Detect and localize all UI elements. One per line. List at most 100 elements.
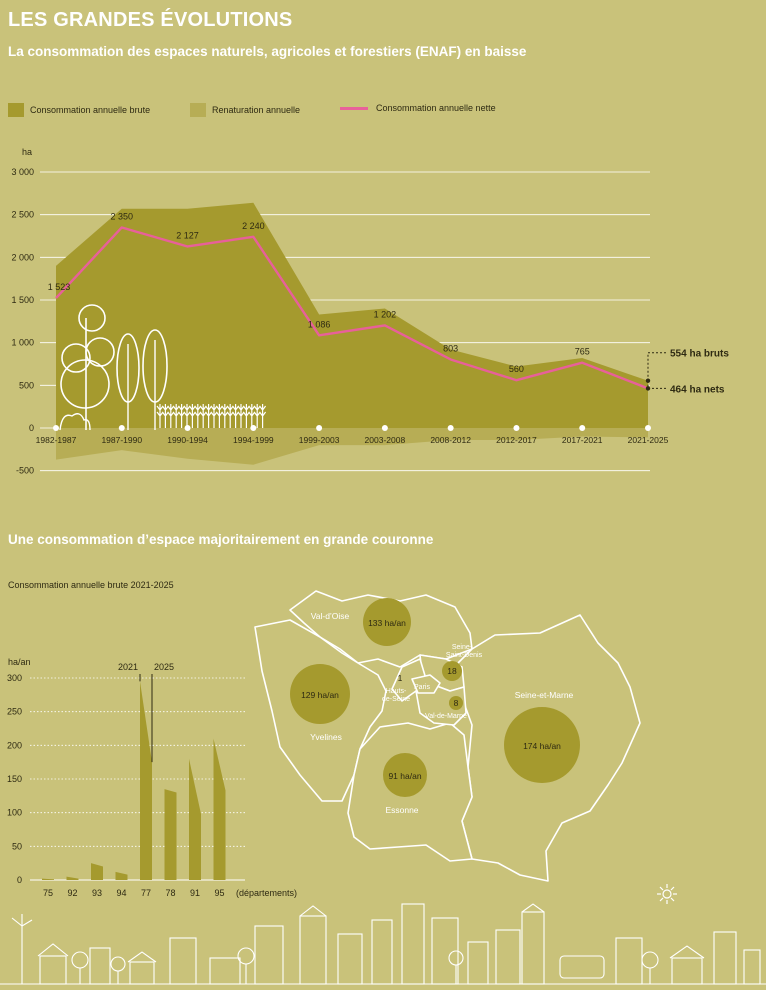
area-data-label: 560 (509, 364, 524, 374)
ile-de-france-map: Val-d’Oise 133 ha/an Seine- Saint-Denis … (254, 590, 641, 882)
area-y-tick-label: 3 000 (11, 167, 34, 177)
area-x-tick-label: 2012-2017 (496, 435, 537, 445)
bar-y-unit: ha/an (8, 657, 31, 667)
value-essonne: 91 ha/an (388, 771, 421, 781)
area-y-tick-label: 500 (19, 380, 34, 390)
area-data-label: 2 127 (176, 230, 199, 240)
legend-label-renat: Renaturation annuelle (212, 105, 301, 115)
area-x-tick-label: 2021-2025 (628, 435, 669, 445)
legend-item-renat: Renaturation annuelle (190, 103, 300, 117)
bar-dept-75 (42, 878, 54, 880)
x-axis-dot (579, 425, 586, 431)
legend-swatch-renat (190, 103, 206, 117)
bar-y-tick-label: 50 (12, 841, 22, 851)
area-y-tick-label: 2 000 (11, 252, 34, 262)
bubble-seine-et-marne (504, 707, 580, 783)
legend-item-nette: Consommation annuelle nette (340, 103, 496, 113)
area-y-tick-label: 1 000 (11, 338, 34, 348)
area-y-tick-label: 2 500 (11, 210, 34, 220)
bubble-seine-saint-denis (442, 661, 462, 681)
bar-x-tick-label: 93 (92, 888, 102, 898)
bar-x-axis-label: (départements) (236, 888, 297, 898)
map-val-de-marne (415, 684, 467, 726)
bar-y-tick-label: 100 (7, 808, 22, 818)
value-val-doise: 133 ha/an (368, 618, 406, 628)
legend-label-nette: Consommation annuelle nette (376, 103, 496, 113)
x-axis-dot (316, 425, 323, 431)
bar-y-tick-label: 250 (7, 707, 22, 717)
annotation-bruts: 554 ha bruts (670, 349, 729, 360)
area-x-tick-label: 1994-1999 (233, 435, 274, 445)
x-axis-dot (250, 425, 257, 431)
enaf-area-chart: ha -500 0 500 1 000 1 500 2 000 2 500 3 000 1 52… (11, 147, 729, 476)
label-val-doise: Val-d’Oise (311, 611, 350, 621)
tree-illustration (59, 304, 267, 431)
bar-x-tick-label: 75 (43, 888, 53, 898)
area-y-tick-label: -500 (16, 466, 34, 476)
area-x-tick-label: 1982-1987 (36, 435, 77, 445)
x-axis-dot (447, 425, 454, 431)
area-data-label: 2 350 (111, 211, 134, 221)
legend-item-brute: Consommation annuelle brute (8, 103, 150, 117)
legend-line-nette (340, 106, 368, 110)
area-y-unit: ha (22, 147, 32, 157)
map-bubbles (290, 598, 580, 797)
area-data-label: 1 523 (48, 282, 71, 292)
x-axis-dot (513, 425, 520, 431)
bar-y-tick-label: 0 (17, 875, 22, 885)
area-chart-net-line (55, 226, 649, 390)
net-line (55, 226, 649, 390)
x-axis-dot (53, 425, 59, 431)
area-y-tick-label: 1 500 (11, 295, 34, 305)
label-val-de-marne: Val-de-Marne (425, 713, 467, 720)
bar-y-tick-label: 150 (7, 774, 22, 784)
area-chart-areas (56, 202, 648, 465)
value-seine-saint-denis: 18 (447, 666, 457, 676)
bar-x-tick-label: 95 (214, 888, 224, 898)
bar-x-tick-label: 94 (116, 888, 126, 898)
area-renaturation (56, 428, 648, 465)
bubble-yvelines (290, 664, 350, 724)
bar-dept-92 (66, 876, 79, 880)
label-hauts-de-seine-1: Hauts- (386, 688, 407, 695)
label-essonne: Essonne (385, 805, 418, 815)
legend-swatch-brute (8, 103, 24, 117)
section-title-enaf: La consommation des espaces naturels, ag… (8, 44, 527, 59)
bubble-val-doise (363, 598, 411, 646)
map-labels: Val-d’Oise 133 ha/an Seine- Saint-Denis … (301, 611, 573, 815)
label-seine-saint-denis-1: Seine- (452, 644, 473, 651)
area-x-tick-label: 2008-2012 (430, 435, 471, 445)
annotation-2021: 2021 (118, 662, 138, 672)
value-hauts-de-seine: 1 (398, 673, 403, 683)
bruts-dot (645, 378, 651, 383)
x-axis-dot (645, 425, 651, 431)
bar-x-tick-label: 78 (165, 888, 175, 898)
area-x-tick-label: 1999-2003 (299, 435, 340, 445)
area-x-tick-label: 1990-1994 (167, 435, 208, 445)
bubble-val-de-marne (449, 696, 463, 710)
bar-x-tick-label: 92 (67, 888, 77, 898)
area-y-tick-label: 0 (29, 423, 34, 433)
bruts-leader (647, 352, 666, 381)
x-axis-dot (184, 425, 191, 431)
value-yvelines: 129 ha/an (301, 690, 339, 700)
bar-dept-91 (189, 758, 201, 880)
bar-y-tick-label: 200 (7, 740, 22, 750)
bar-chart-grid: ha/an 0 50 100 150 200 250 300 (7, 657, 245, 885)
area-data-label: 1 086 (308, 319, 331, 329)
bar-dept-77 (140, 681, 152, 880)
bar-chart-title: Consommation annuelle brute 2021-2025 (8, 580, 174, 590)
bar-dept-94 (115, 871, 128, 880)
area-brute (56, 202, 648, 428)
area-data-label: 803 (443, 343, 458, 353)
bar-x-tick-label: 77 (141, 888, 151, 898)
bar-chart-bars: 75 92 93 94 77 78 91 95 (départements) 2021 2025 (42, 662, 297, 898)
annotation-nets: 464 ha nets (670, 384, 725, 395)
value-seine-et-marne: 174 ha/an (523, 741, 561, 751)
annotation-2025: 2025 (154, 662, 174, 672)
bar-y-tick-label: 300 (7, 673, 22, 683)
label-hauts-de-seine-2: de-Seine (382, 696, 410, 703)
area-data-label: 2 240 (242, 221, 265, 231)
x-axis-dot (118, 425, 125, 431)
